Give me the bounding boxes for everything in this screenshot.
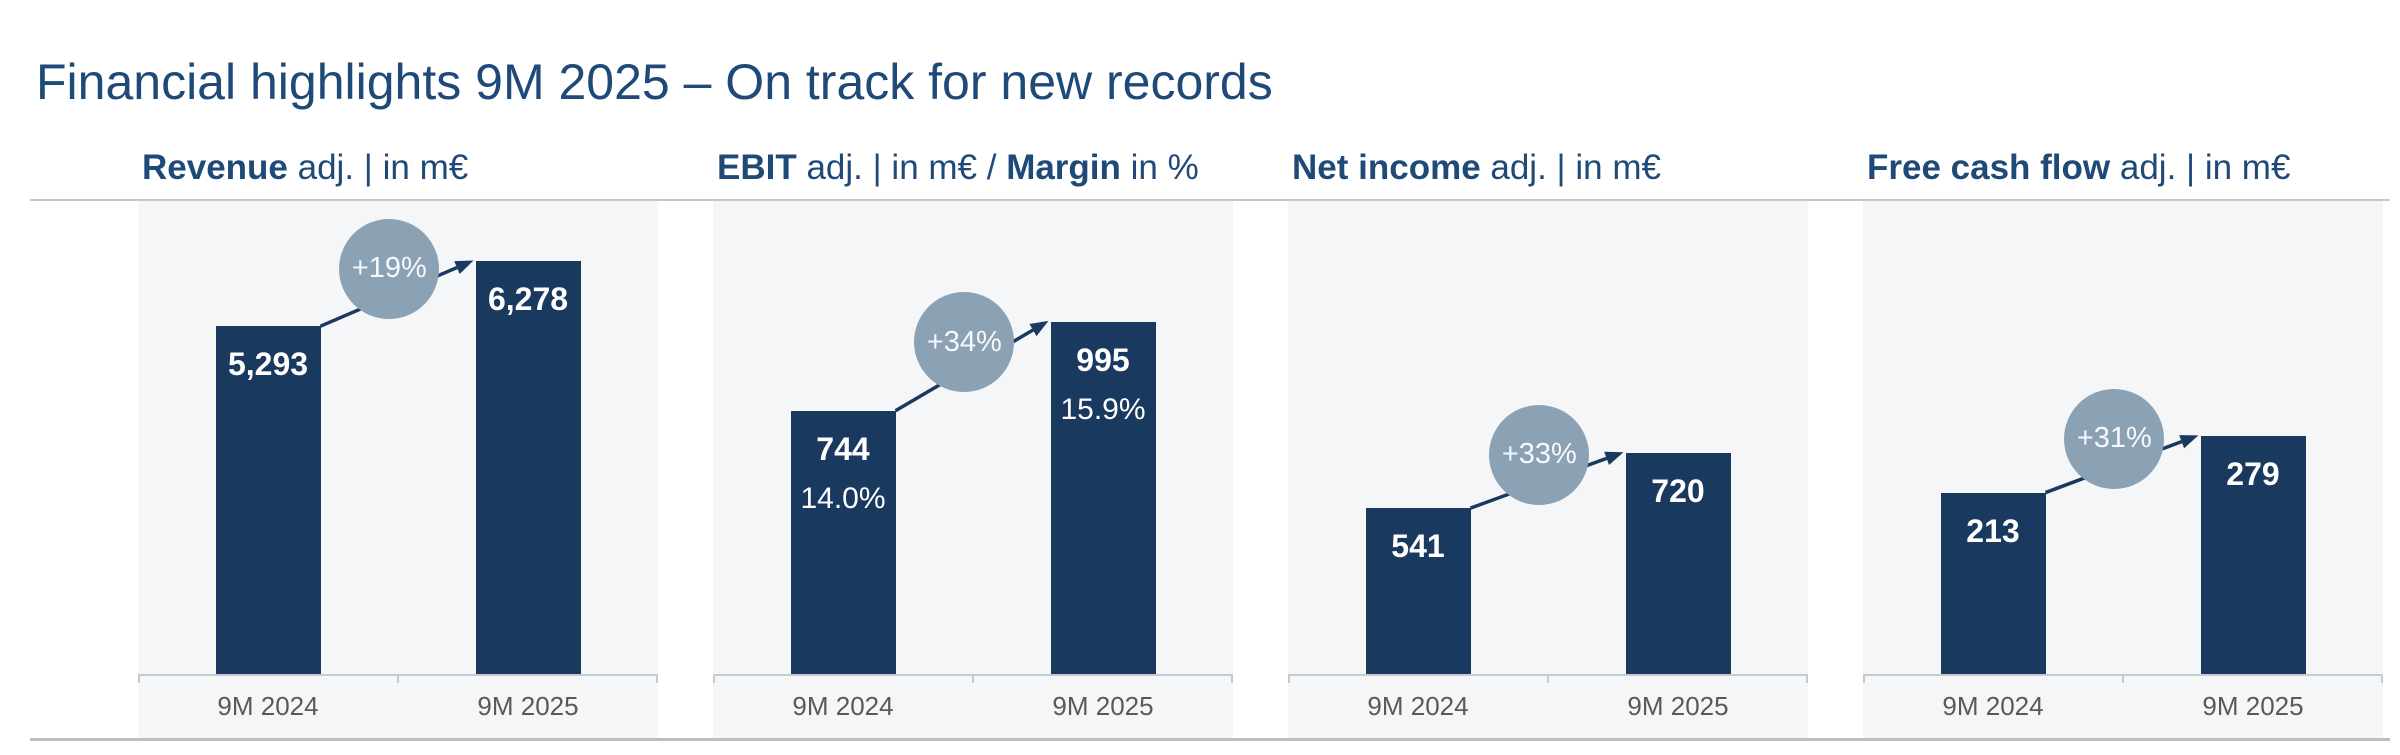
header-metric-label: Net income — [1292, 148, 1481, 187]
bar-9m-2024: 5,293 — [215, 326, 321, 674]
axis-tick — [972, 675, 974, 683]
x-axis-label-9m-2024: 9M 2024 — [217, 691, 319, 721]
header-unit2-label: in % — [1120, 148, 1199, 187]
bar-value-label: 995 — [1076, 341, 1130, 378]
bar-9m-2025: 720 — [1625, 453, 1731, 674]
axis-tick — [1806, 675, 1808, 683]
bar-9m-2024: 744 14.0% — [790, 410, 896, 674]
x-axis-label-9m-2025: 9M 2025 — [1052, 691, 1154, 721]
bar-value-label: 213 — [1966, 512, 2020, 549]
bar-9m-2024: 541 — [1365, 508, 1471, 674]
chart-panel-revenue: 5,293 6,278 +19% 9M 2024 9M 2025 — [138, 201, 658, 738]
axis-tick — [1547, 675, 1549, 683]
x-axis-label-9m-2024: 9M 2024 — [1942, 691, 2044, 721]
growth-badge-label: +34% — [926, 325, 1002, 358]
top-divider — [30, 199, 2390, 201]
axis-tick — [1863, 675, 1865, 683]
x-axis-label-9m-2025: 9M 2025 — [477, 691, 579, 721]
page-title: Financial highlights 9M 2025 – On track … — [36, 53, 1273, 110]
bar-value-label: 5,293 — [227, 346, 309, 383]
charts-row: 5,293 6,278 +19% 9M 2024 9M 2025 744 14.… — [138, 201, 2383, 738]
chart-panel-net-income: 541 720 +33% 9M 2024 9M 2025 — [1288, 201, 1808, 738]
chart-panel-free-cash-flow: 213 279 +31% 9M 2024 9M 2025 — [1863, 201, 2383, 738]
header-unit-label: adj. | in m€ — [2110, 148, 2291, 187]
x-axis-label-9m-2025: 9M 2025 — [2202, 691, 2304, 721]
x-axis — [1288, 674, 1808, 676]
axis-tick — [397, 675, 399, 683]
growth-badge: +19% — [339, 218, 440, 319]
bar-value-label: 720 — [1651, 473, 1705, 510]
axis-tick — [2381, 675, 2383, 683]
axis-tick — [138, 675, 140, 683]
x-axis — [138, 674, 658, 676]
bar-value-label: 6,278 — [487, 281, 569, 318]
x-axis — [1863, 674, 2383, 676]
bar-value-label: 744 — [816, 430, 870, 467]
bar-9m-2025: 279 — [2200, 436, 2306, 674]
bottom-divider — [30, 738, 2390, 741]
header-unit-label: adj. | in m€ — [287, 148, 469, 187]
x-axis-label-9m-2025: 9M 2025 — [1627, 691, 1729, 721]
growth-badge-label: +33% — [1501, 438, 1577, 471]
chart-header-net-income: Net income adj. | in m€ — [1288, 148, 1808, 188]
axis-tick — [1231, 675, 1233, 683]
chart-header-free-cash-flow: Free cash flow adj. | in m€ — [1863, 148, 2383, 188]
bar-9m-2025: 6,278 — [475, 261, 581, 674]
x-axis — [713, 674, 1233, 676]
chart-header-revenue: Revenue adj. | in m€ — [138, 148, 658, 188]
chart-header-ebit: EBIT adj. | in m€ / Margin in % — [713, 148, 1233, 188]
header-metric-label: Revenue — [142, 148, 288, 187]
bar-value-label: 279 — [2226, 456, 2280, 493]
growth-badge: +31% — [2064, 388, 2165, 489]
axis-tick — [1288, 675, 1290, 683]
bar-margin-label: 14.0% — [800, 481, 886, 515]
x-axis-label-9m-2024: 9M 2024 — [792, 691, 894, 721]
bar-value-label: 541 — [1391, 528, 1445, 565]
chart-panel-ebit: 744 14.0% 995 15.9% +34% 9M 2024 9M 2025 — [713, 201, 1233, 738]
bar-margin-label: 15.9% — [1060, 392, 1146, 426]
header-metric-label: Free cash flow — [1867, 148, 2111, 187]
chart-headers-row: Revenue adj. | in m€ EBIT adj. | in m€ /… — [138, 148, 2383, 188]
header-metric2-label: Margin — [1006, 148, 1121, 187]
axis-tick — [713, 675, 715, 683]
bar-9m-2025: 995 15.9% — [1050, 321, 1156, 674]
axis-tick — [656, 675, 658, 683]
growth-badge-label: +31% — [2076, 422, 2152, 455]
header-unit-label: adj. | in m€ / — [796, 148, 1007, 187]
bar-9m-2024: 213 — [1940, 492, 2046, 674]
growth-badge: +33% — [1489, 404, 1590, 505]
header-metric-label: EBIT — [717, 148, 797, 187]
growth-badge-label: +19% — [351, 252, 427, 285]
growth-arrow — [894, 320, 1049, 413]
header-unit-label: adj. | in m€ — [1480, 148, 1661, 187]
axis-tick — [2122, 675, 2124, 683]
growth-badge: +34% — [914, 292, 1015, 393]
x-axis-label-9m-2024: 9M 2024 — [1367, 691, 1469, 721]
